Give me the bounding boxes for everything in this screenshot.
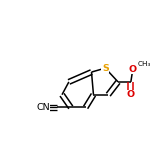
- Text: S: S: [102, 64, 109, 73]
- Text: O: O: [129, 65, 137, 74]
- Text: N: N: [41, 103, 49, 112]
- Text: CH₃: CH₃: [138, 61, 151, 67]
- Text: O: O: [127, 90, 135, 99]
- Text: CN: CN: [36, 103, 50, 112]
